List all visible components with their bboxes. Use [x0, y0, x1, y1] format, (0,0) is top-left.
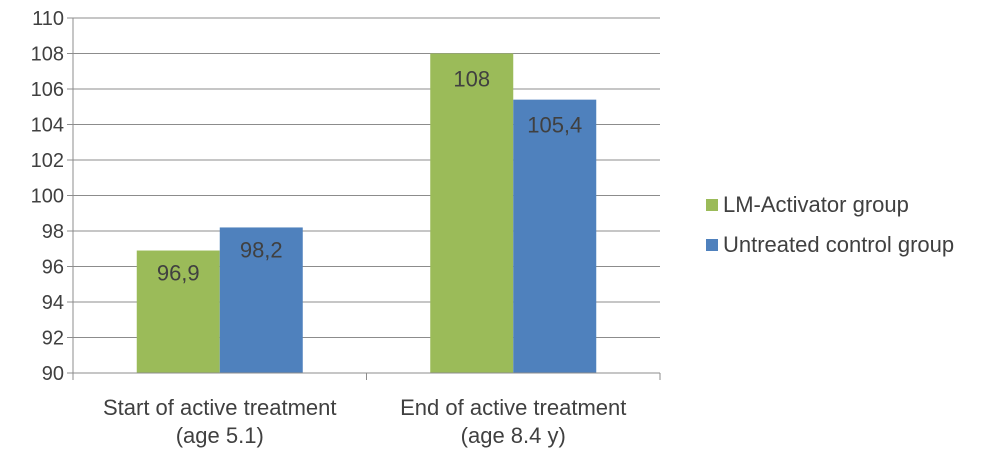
y-tick-label: 106	[31, 79, 64, 101]
y-tick-label: 102	[31, 150, 64, 172]
y-axis-ticks: 90 92 94 96 98 100 102 104 106 108 110	[31, 8, 64, 385]
legend-label: Untreated control group	[723, 232, 954, 257]
y-tick-label: 98	[42, 221, 64, 243]
y-tick-label: 92	[42, 328, 64, 350]
data-label: 108	[453, 67, 490, 92]
x-category-label-line: (age 8.4 y)	[461, 423, 566, 448]
y-tick-label: 90	[42, 363, 64, 385]
bar	[219, 227, 303, 373]
x-category-label-line: Start of active treatment	[103, 395, 337, 420]
x-category-label: Start of active treatment (age 5.1)	[103, 395, 337, 448]
x-axis-labels: Start of active treatment (age 5.1) End of…	[103, 395, 626, 448]
bar	[430, 53, 514, 373]
bar	[513, 99, 597, 374]
x-category-label-line: (age 5.1)	[176, 423, 264, 448]
legend-swatch	[706, 199, 718, 211]
data-labels: 96,9 98,2 108 105,4	[157, 67, 582, 286]
x-category-label-line: End of active treatment	[400, 395, 626, 420]
legend: LM-Activator group Untreated control grou…	[706, 192, 954, 257]
data-label: 105,4	[527, 113, 582, 138]
y-tick-label: 100	[31, 186, 64, 208]
y-tick-label: 96	[42, 257, 64, 279]
x-category-label: End of active treatment (age 8.4 y)	[400, 395, 626, 448]
y-tick-label: 94	[42, 292, 64, 314]
data-label: 98,2	[240, 237, 283, 262]
axes	[72, 18, 661, 380]
legend-swatch	[706, 239, 718, 251]
legend-label: LM-Activator group	[723, 192, 909, 217]
bars	[136, 53, 597, 374]
y-tick-label: 110	[32, 8, 64, 30]
y-tick-label: 108	[31, 44, 64, 66]
data-label: 96,9	[157, 261, 200, 286]
bar	[136, 250, 220, 373]
y-tick-label: 104	[31, 115, 64, 137]
